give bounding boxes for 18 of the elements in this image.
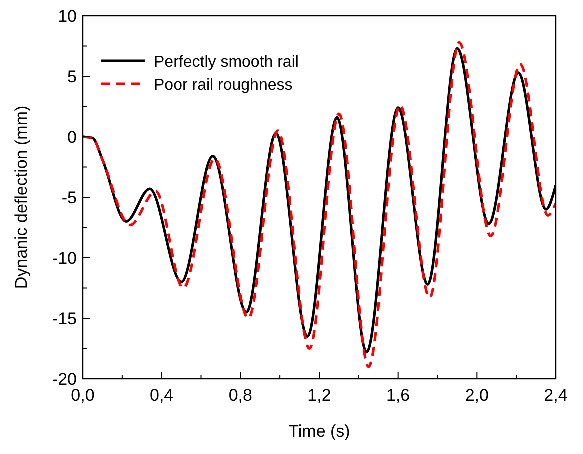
y-tick-label: 0 — [68, 128, 77, 147]
x-axis-title: Time (s) — [288, 422, 350, 441]
y-tick-label: -20 — [52, 370, 77, 389]
legend-label: Perfectly smooth rail — [154, 54, 299, 71]
x-tick-label: 1,2 — [308, 386, 332, 405]
y-axis-title: Dynanic deflection (mm) — [12, 106, 31, 290]
legend-label: Poor rail roughness — [154, 77, 293, 94]
y-tick-label: 10 — [58, 7, 77, 26]
y-tick-label: -10 — [52, 249, 77, 268]
x-tick-label: 0,0 — [71, 386, 95, 405]
x-tick-label: 2,0 — [465, 386, 489, 405]
y-tick-label: -5 — [62, 188, 77, 208]
x-tick-label: 0,4 — [150, 386, 174, 405]
x-tick-label: 2,4 — [544, 386, 568, 405]
x-tick-label: 1,6 — [386, 386, 410, 405]
y-tick-label: -15 — [52, 310, 77, 328]
y-tick-label: 5 — [68, 68, 77, 86]
x-tick-label: 0,8 — [228, 386, 252, 405]
